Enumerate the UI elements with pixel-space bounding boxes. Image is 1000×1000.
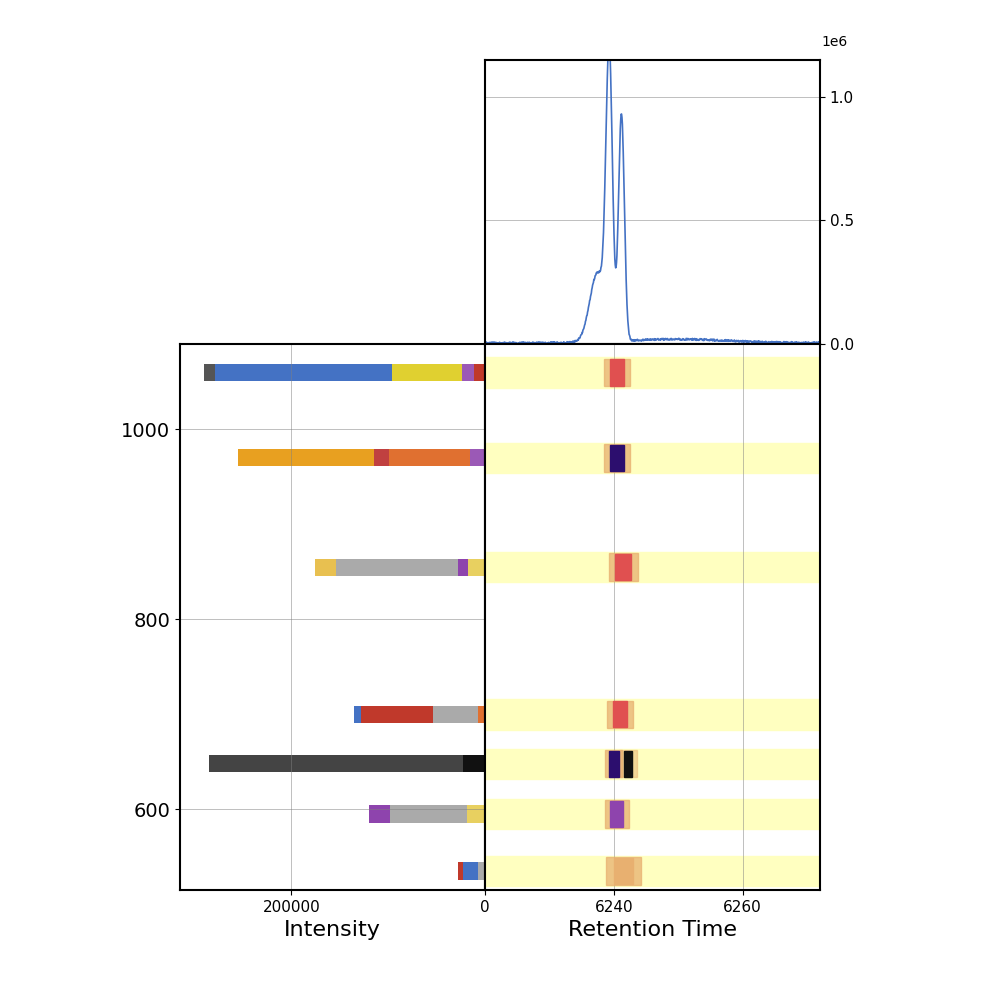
Bar: [613, 701, 627, 727]
Bar: [389, 449, 470, 466]
Bar: [392, 364, 462, 381]
Bar: [609, 751, 619, 777]
Bar: [474, 364, 485, 381]
Bar: [209, 755, 463, 772]
Bar: [605, 800, 629, 828]
X-axis label: Retention Time: Retention Time: [568, 920, 737, 940]
Bar: [609, 553, 638, 581]
Bar: [463, 862, 478, 880]
Bar: [485, 443, 820, 473]
Text: 1e6: 1e6: [822, 35, 848, 49]
Bar: [390, 805, 467, 823]
Bar: [433, 706, 478, 723]
Bar: [470, 449, 485, 466]
Bar: [607, 701, 633, 728]
Bar: [624, 751, 632, 777]
Bar: [374, 449, 389, 466]
Bar: [458, 559, 468, 576]
Bar: [462, 364, 474, 381]
Bar: [315, 559, 336, 576]
Bar: [336, 559, 458, 576]
Bar: [478, 862, 485, 880]
X-axis label: Intensity: Intensity: [284, 920, 381, 940]
Bar: [354, 706, 361, 723]
Bar: [606, 857, 641, 885]
Bar: [361, 706, 433, 723]
Bar: [485, 552, 820, 582]
Bar: [458, 862, 463, 880]
Bar: [605, 750, 622, 777]
Bar: [610, 445, 624, 471]
Bar: [485, 357, 820, 388]
Bar: [485, 856, 820, 886]
Bar: [215, 364, 392, 381]
Bar: [485, 699, 820, 730]
Bar: [619, 750, 637, 777]
Bar: [610, 801, 623, 827]
Bar: [610, 359, 624, 386]
Bar: [615, 554, 631, 580]
Bar: [468, 559, 485, 576]
Bar: [485, 749, 820, 779]
Bar: [604, 359, 630, 386]
Bar: [478, 706, 485, 723]
Bar: [463, 755, 485, 772]
Bar: [614, 858, 633, 884]
Bar: [204, 364, 215, 381]
Bar: [467, 805, 485, 823]
Bar: [369, 805, 390, 823]
Bar: [485, 799, 820, 829]
Bar: [604, 444, 630, 472]
Bar: [238, 449, 374, 466]
